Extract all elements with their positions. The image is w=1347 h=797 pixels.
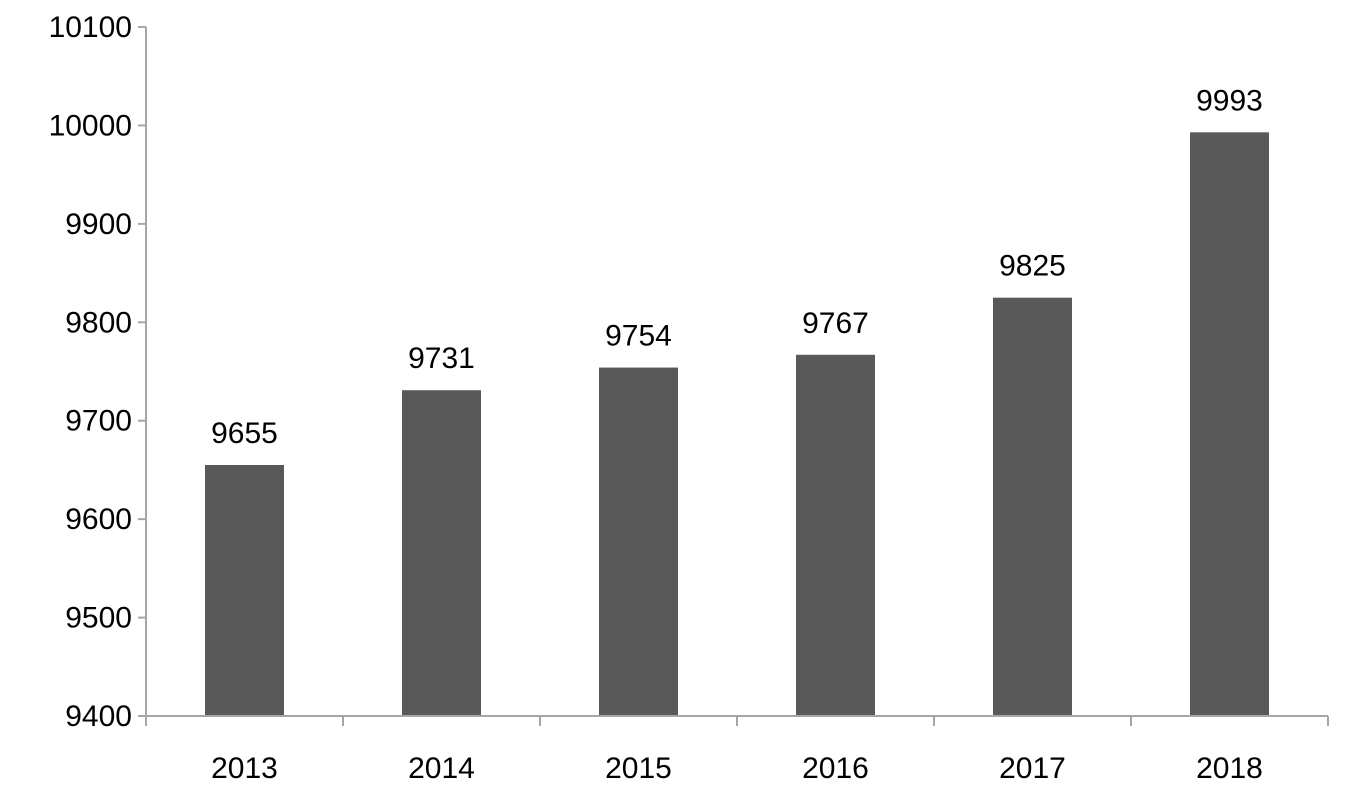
x-tick-label: 2013 — [211, 752, 278, 785]
x-tick-label: 2015 — [605, 752, 672, 785]
y-axis-ticks: 9400 9500 9600 9700 9800 9900 10000 10100 — [49, 11, 146, 733]
y-tick-label: 9600 — [65, 503, 132, 536]
data-label: 9993 — [1196, 84, 1263, 117]
bar — [1190, 132, 1269, 716]
x-tick-label: 2017 — [999, 752, 1066, 785]
bar — [796, 354, 875, 716]
y-tick-label: 9500 — [65, 602, 132, 635]
bar — [402, 390, 481, 716]
data-label: 9731 — [408, 342, 475, 375]
bar-series — [205, 132, 1269, 716]
y-tick-label: 9800 — [65, 306, 132, 339]
x-tick-label: 2018 — [1196, 752, 1263, 785]
x-tick-label: 2016 — [802, 752, 869, 785]
bar — [993, 297, 1072, 716]
data-label: 9767 — [802, 307, 869, 340]
y-tick-label: 10000 — [49, 109, 132, 142]
y-tick-label: 9900 — [65, 208, 132, 241]
x-tick-label: 2014 — [408, 752, 475, 785]
x-axis-ticks: 2013 2014 2015 2016 2017 2018 — [145, 716, 1329, 785]
data-labels: 9655 9731 9754 9767 9825 9993 — [211, 84, 1263, 450]
y-tick-label: 9400 — [65, 700, 132, 733]
data-label: 9655 — [211, 417, 278, 450]
data-label: 9825 — [999, 250, 1066, 283]
data-label: 9754 — [605, 320, 672, 353]
bar — [205, 465, 284, 716]
y-tick-label: 10100 — [49, 11, 132, 44]
bar — [599, 367, 678, 716]
y-tick-label: 9700 — [65, 405, 132, 438]
